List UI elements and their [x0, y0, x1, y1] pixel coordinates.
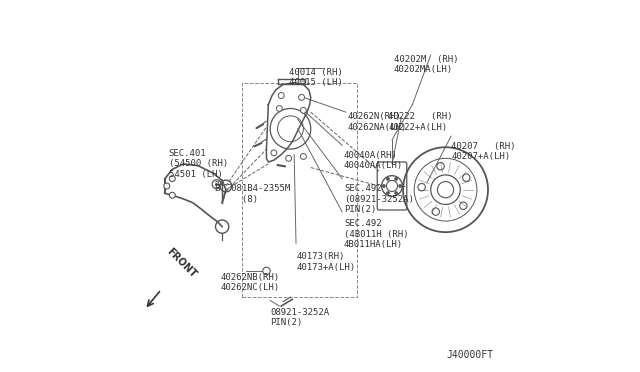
Circle shape: [278, 93, 284, 99]
Circle shape: [382, 185, 385, 187]
Text: SEC.401
(54500 (RH)
54501 (LH): SEC.401 (54500 (RH) 54501 (LH): [168, 149, 228, 179]
Text: B: B: [214, 181, 219, 187]
Circle shape: [299, 94, 305, 100]
Circle shape: [285, 155, 292, 161]
Circle shape: [387, 192, 389, 195]
Text: J40000FT: J40000FT: [447, 350, 493, 359]
Circle shape: [300, 108, 307, 113]
Text: 40040A(RH)
40040AA(LH): 40040A(RH) 40040AA(LH): [344, 151, 403, 170]
Text: 40202M  (RH)
40202MA(LH): 40202M (RH) 40202MA(LH): [394, 55, 458, 74]
Text: 40262N(RH)
40262NA(LH): 40262N(RH) 40262NA(LH): [348, 112, 407, 132]
Circle shape: [170, 176, 175, 182]
Circle shape: [395, 177, 397, 180]
Text: 40207   (RH)
40207+A(LH): 40207 (RH) 40207+A(LH): [451, 142, 516, 161]
Circle shape: [263, 267, 270, 275]
Circle shape: [164, 183, 170, 189]
Circle shape: [271, 150, 277, 156]
Text: FRONT: FRONT: [165, 247, 198, 280]
Circle shape: [387, 177, 389, 180]
Text: 40222   (RH)
40222+A(LH): 40222 (RH) 40222+A(LH): [388, 112, 453, 132]
Text: 08921-3252A
PIN(2): 08921-3252A PIN(2): [270, 308, 329, 327]
Circle shape: [276, 106, 282, 112]
Text: 40262NB(RH)
40262NC(LH): 40262NB(RH) 40262NC(LH): [220, 273, 280, 292]
Circle shape: [300, 154, 307, 160]
Circle shape: [395, 192, 397, 195]
Circle shape: [170, 192, 175, 198]
Text: 40173(RH)
40173+A(LH): 40173(RH) 40173+A(LH): [296, 253, 355, 272]
Text: 40014 (RH)
40015 (LH): 40014 (RH) 40015 (LH): [289, 68, 342, 87]
Text: SEC.492
(08921-3252A)
PIN(2): SEC.492 (08921-3252A) PIN(2): [344, 184, 414, 214]
Circle shape: [399, 185, 401, 187]
Text: B  081B4-2355M
     (8): B 081B4-2355M (8): [215, 184, 290, 203]
Text: SEC.492
(4B011H (RH)
4B011HA(LH): SEC.492 (4B011H (RH) 4B011HA(LH): [344, 219, 408, 249]
